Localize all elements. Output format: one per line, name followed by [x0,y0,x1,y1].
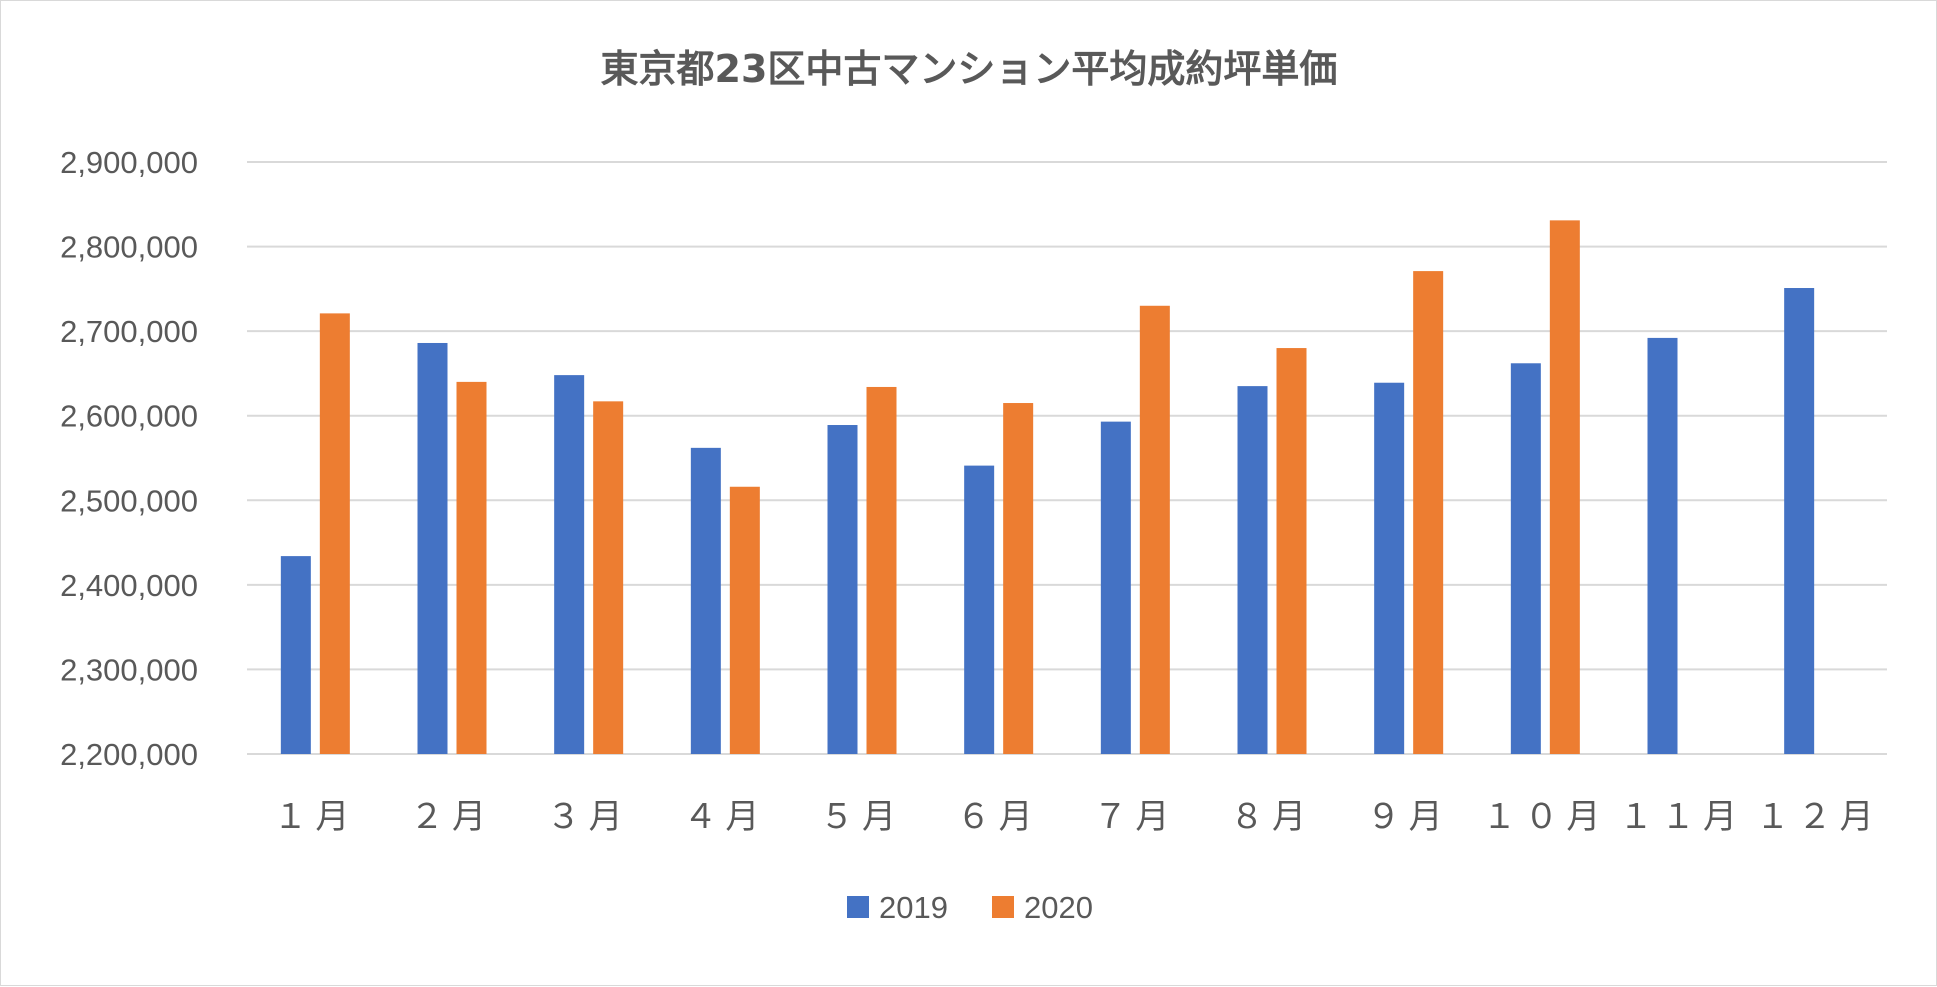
legend-label: 2020 [1024,890,1093,925]
bar-2019-9 [1374,382,1405,754]
chart-title: 東京都23区中古マンション平均成約坪単価 [601,47,1338,91]
bar-2019-12 [1784,288,1815,754]
x-tick-label: ８月 [1230,797,1314,837]
x-tick-label: １２月 [1756,797,1882,837]
bar-2020-9 [1413,271,1444,754]
bar-2020-5 [866,386,897,754]
x-tick-label: ５月 [820,797,904,837]
x-tick-label: ７月 [1093,797,1177,837]
x-tick-label: ４月 [683,797,767,837]
bars [280,220,1815,755]
legend: 2019 2020 [847,890,1093,925]
bar-2019-4 [690,447,721,754]
y-tick-label: 2,900,000 [60,145,198,180]
legend-swatch-2020 [992,896,1014,918]
gridlines [247,161,1887,755]
bar-2020-8 [1276,348,1307,754]
y-tick-label: 2,600,000 [60,399,198,434]
bar-2020-1 [319,313,350,754]
bar-2019-2 [417,342,448,754]
bar-2019-7 [1100,421,1131,754]
y-tick-label: 2,200,000 [60,737,198,772]
x-tick-label: １月 [273,797,357,837]
bar-2020-4 [729,486,760,754]
x-tick-label: １１月 [1619,797,1745,837]
x-tick-label: ９月 [1367,797,1451,837]
bar-2020-6 [1003,403,1034,754]
bar-2019-5 [827,425,858,754]
x-tick-label: ６月 [957,797,1041,837]
y-tick-label: 2,500,000 [60,483,198,518]
bar-2020-3 [593,401,624,754]
legend-swatch-2019 [847,896,869,918]
y-tick-label: 2,700,000 [60,314,198,349]
bar-2019-1 [280,556,311,754]
bar-2020-10 [1549,220,1580,755]
y-tick-label: 2,400,000 [60,568,198,603]
bar-2019-6 [964,465,995,754]
bar-2019-11 [1647,337,1678,754]
y-tick-label: 2,300,000 [60,652,198,687]
bar-2019-8 [1237,386,1268,754]
bar-2020-7 [1139,305,1170,754]
x-tick-label: １０月 [1482,797,1608,837]
x-axis-ticks: １月 ２月 ３月 ４月 ５月 ６月 ７月 ８月 ９月 １０月 １１月 １２月 [273,797,1882,837]
y-tick-label: 2,800,000 [60,230,198,265]
y-axis-ticks: 2,200,000 2,300,000 2,400,000 2,500,000 2,60… [60,145,198,772]
x-tick-label: ３月 [547,797,631,837]
bar-2019-3 [554,375,585,754]
legend-label: 2019 [879,890,948,925]
bar-2019-10 [1510,363,1541,754]
bar-2020-2 [456,381,487,754]
x-tick-label: ２月 [410,797,494,837]
